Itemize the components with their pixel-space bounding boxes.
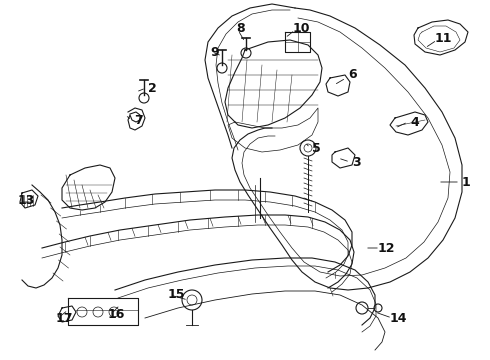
Text: 17: 17 <box>56 311 74 324</box>
Polygon shape <box>414 20 468 55</box>
Text: 11: 11 <box>435 31 452 45</box>
Circle shape <box>241 48 251 58</box>
Text: 3: 3 <box>352 156 361 168</box>
Text: 13: 13 <box>18 194 35 207</box>
Circle shape <box>182 290 202 310</box>
Polygon shape <box>285 32 310 52</box>
Text: 7: 7 <box>134 113 143 126</box>
Polygon shape <box>390 112 428 135</box>
Circle shape <box>217 63 227 73</box>
Polygon shape <box>332 148 355 168</box>
Polygon shape <box>225 40 322 128</box>
Text: 4: 4 <box>410 116 419 129</box>
Text: 9: 9 <box>210 45 219 58</box>
Text: 12: 12 <box>378 242 395 255</box>
Circle shape <box>374 304 382 312</box>
Text: 14: 14 <box>390 311 408 324</box>
Text: 15: 15 <box>168 288 186 302</box>
Polygon shape <box>58 306 76 322</box>
Text: 10: 10 <box>293 22 311 35</box>
Text: 1: 1 <box>462 175 471 189</box>
Text: 8: 8 <box>236 22 245 35</box>
Polygon shape <box>68 298 138 325</box>
Circle shape <box>300 140 316 156</box>
Circle shape <box>356 302 368 314</box>
Text: 2: 2 <box>148 81 157 94</box>
Text: 5: 5 <box>312 141 321 154</box>
Polygon shape <box>128 108 145 130</box>
Polygon shape <box>228 108 318 152</box>
Text: 16: 16 <box>108 309 125 321</box>
Polygon shape <box>326 75 350 96</box>
Polygon shape <box>62 165 115 210</box>
Circle shape <box>139 93 149 103</box>
Text: 6: 6 <box>348 68 357 81</box>
